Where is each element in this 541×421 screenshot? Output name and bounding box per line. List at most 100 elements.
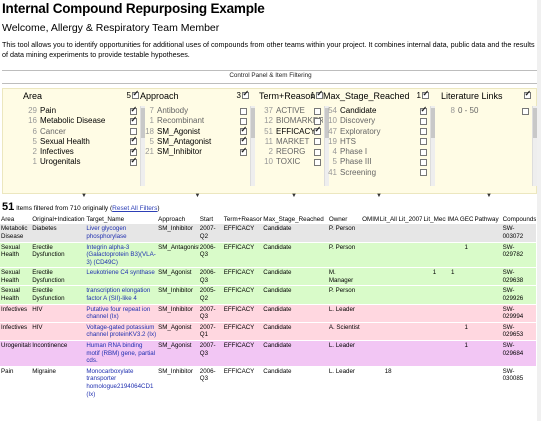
column-header[interactable]: Area xyxy=(1,215,15,223)
column-header[interactable]: Lit_All xyxy=(379,215,397,223)
facet-item[interactable]: 7 Antibody xyxy=(140,106,249,116)
table-row[interactable]: Metabolic Disease Diabetes Liver glycogen … xyxy=(0,224,536,243)
column-header[interactable]: Max_Stage_Reached xyxy=(263,215,324,223)
facet-item-checkbox[interactable] xyxy=(420,138,427,146)
target-link[interactable]: Voltage-gated potassium channel proteinK… xyxy=(86,323,157,339)
facet-item[interactable]: 16 Metabolic Disease xyxy=(23,115,139,126)
chevron-down-icon[interactable]: ▼ xyxy=(376,193,382,199)
table-row[interactable]: Urogenitals Incontinence Human RNA binding… xyxy=(0,340,536,367)
facet-item-checkbox[interactable] xyxy=(420,169,427,177)
facet-select-all[interactable]: 5 xyxy=(127,89,140,100)
table-row[interactable]: Sexual Health Erectile Dysfunction transcr… xyxy=(0,285,536,305)
target-link[interactable]: Liver glycogen phosphorylase xyxy=(86,225,127,240)
facet-item[interactable]: 12 BIOMARKER xyxy=(259,116,323,126)
control-panel-toggle[interactable]: Control Panel & Item Filtering xyxy=(229,72,312,79)
select-all-checkbox[interactable] xyxy=(524,89,531,99)
scrollbar-thumb[interactable] xyxy=(251,108,255,138)
column-header[interactable]: OMIM xyxy=(362,215,379,223)
facet-item[interactable]: 5 Phase III xyxy=(323,157,429,167)
facet-item[interactable]: 41 Screening xyxy=(323,168,429,178)
facet-item-checkbox[interactable] xyxy=(314,107,321,115)
facet-select-all[interactable] xyxy=(523,89,531,100)
column-header[interactable]: GEO xyxy=(459,215,474,223)
facet-item[interactable]: 5 SM_Antagonist xyxy=(140,135,249,147)
facet-item[interactable]: 19 HTS xyxy=(323,137,429,147)
scrollbar-thumb[interactable] xyxy=(141,108,145,138)
reset-filters-link[interactable]: Reset All Filters xyxy=(112,205,158,212)
facet-item[interactable]: 18 SM_Agonist xyxy=(140,125,249,137)
facet-item[interactable]: 2 REORG xyxy=(259,147,323,157)
facet-item[interactable]: 10 TOXIC xyxy=(259,157,323,167)
target-link[interactable]: Monocarboxylate transporter homologue219… xyxy=(86,367,154,398)
scrollbar-thumb[interactable] xyxy=(431,108,435,138)
facet-item-checkbox[interactable] xyxy=(420,128,427,136)
column-header[interactable]: Target_Name xyxy=(86,215,125,223)
column-header[interactable]: Original+Indication+ xyxy=(32,215,86,223)
facet-item-checkbox[interactable] xyxy=(314,138,321,146)
facet-item-checkbox[interactable] xyxy=(240,125,247,135)
target-link[interactable]: Integrin alpha-3 (Galactoprotein B3)(VLA… xyxy=(86,243,156,266)
facet-item-checkbox[interactable] xyxy=(130,128,137,136)
column-header[interactable]: Term+Reason xyxy=(223,215,263,223)
table-row[interactable]: Sexual Health Erectile Dysfunction Integri… xyxy=(0,242,536,269)
facet-item[interactable]: 51 EFFICACY xyxy=(259,125,323,137)
facet-item-checkbox[interactable] xyxy=(314,148,321,156)
facet-item-checkbox[interactable] xyxy=(522,107,529,115)
select-all-checkbox[interactable] xyxy=(132,89,139,99)
facet-item[interactable]: 54 Candidate xyxy=(323,106,429,116)
facet-scrollbar[interactable] xyxy=(324,106,329,186)
facet-item[interactable]: 1 Recombinant xyxy=(140,116,249,126)
facet-scrollbar[interactable] xyxy=(430,106,435,186)
column-header[interactable]: Owner xyxy=(328,215,348,223)
column-header[interactable]: Lit_Mech xyxy=(423,215,446,223)
facet-item[interactable]: 1 Urogenitals xyxy=(23,156,139,167)
facet-item-checkbox[interactable] xyxy=(240,146,247,156)
table-row[interactable]: Infectives HIV Voltage-gated potassium cha… xyxy=(0,322,536,342)
facet-item-checkbox[interactable] xyxy=(240,135,247,146)
select-all-checkbox[interactable] xyxy=(316,89,323,99)
facet-item[interactable]: 11 MARKET xyxy=(259,137,323,147)
table-row[interactable]: Pain Migraine Monocarboxylate transporter … xyxy=(0,366,536,401)
chevron-down-icon[interactable]: ▼ xyxy=(486,193,492,199)
facet-item-checkbox[interactable] xyxy=(314,158,321,166)
target-link[interactable]: transcription elongation factor A (SII)-… xyxy=(86,287,151,303)
facet-select-all[interactable]: 3 xyxy=(237,89,250,100)
facet-item[interactable]: 37 ACTIVE xyxy=(259,106,323,116)
chevron-down-icon[interactable]: ▼ xyxy=(194,193,201,199)
facet-item-checkbox[interactable] xyxy=(420,158,427,166)
facet-select-all[interactable]: 1 xyxy=(311,89,324,100)
column-header[interactable]: Compounds xyxy=(502,215,536,223)
facet-item-checkbox[interactable] xyxy=(314,125,321,135)
page-scrollbar[interactable] xyxy=(537,0,541,421)
facet-item[interactable]: 2 Infectives xyxy=(23,146,139,157)
facet-scrollbar[interactable] xyxy=(532,106,537,186)
facet-select-all[interactable]: 1 xyxy=(417,89,430,100)
column-header[interactable]: Lit_2007 xyxy=(398,215,423,223)
column-header[interactable]: IMA xyxy=(447,215,459,223)
scrollbar-thumb[interactable] xyxy=(325,108,329,138)
facet-scrollbar[interactable] xyxy=(140,106,145,186)
column-header[interactable]: Pathway xyxy=(474,215,499,223)
facet-item-checkbox[interactable] xyxy=(420,117,427,125)
facet-item-checkbox[interactable] xyxy=(130,156,137,166)
facet-item[interactable]: 10 Discovery xyxy=(323,116,429,126)
facet-item[interactable]: 4 Phase I xyxy=(323,147,429,157)
chevron-down-icon[interactable]: ▼ xyxy=(291,193,297,199)
facet-item-checkbox[interactable] xyxy=(130,115,137,125)
target-link[interactable]: Human RNA binding motif (RBM) gene, part… xyxy=(86,342,156,365)
select-all-checkbox[interactable] xyxy=(422,89,429,99)
facet-item[interactable]: 5 Sexual Health xyxy=(23,135,139,147)
facet-item[interactable]: 6 Cancer xyxy=(23,127,139,137)
facet-item-checkbox[interactable] xyxy=(130,135,137,146)
select-all-checkbox[interactable] xyxy=(242,89,249,99)
target-link[interactable]: Leukotriene C4 synthase xyxy=(86,269,155,277)
facet-item[interactable]: 47 Exploratory xyxy=(323,127,429,137)
chevron-down-icon[interactable]: ▼ xyxy=(81,193,87,199)
target-link[interactable]: Putative four repeat ion channel (Ix) xyxy=(86,305,151,321)
facet-item-checkbox[interactable] xyxy=(420,106,427,115)
facet-item[interactable]: 29 Pain xyxy=(23,106,139,116)
scrollbar-thumb[interactable] xyxy=(533,108,537,138)
column-header[interactable]: Start xyxy=(199,215,214,223)
table-row[interactable]: Infectives HIV Putative four repeat ion ch… xyxy=(0,304,536,323)
facet-item-checkbox[interactable] xyxy=(130,106,137,115)
